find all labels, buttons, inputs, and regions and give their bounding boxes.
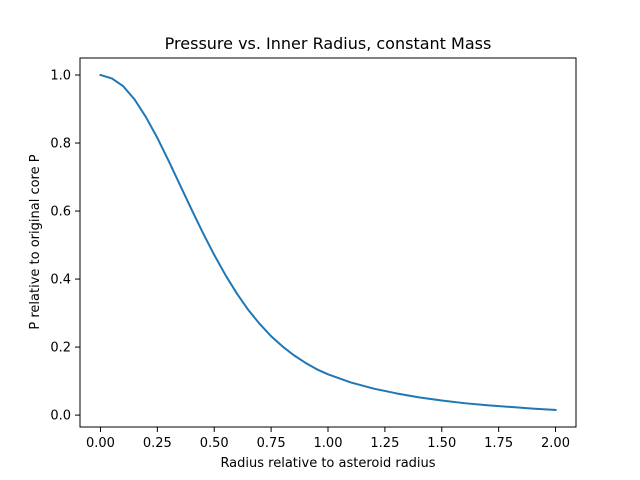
x-tick-label: 2.00	[541, 436, 570, 451]
chart-title: Pressure vs. Inner Radius, constant Mass	[165, 34, 492, 53]
y-tick-label: 0.4	[50, 273, 71, 288]
y-tick-label: 1.0	[50, 69, 71, 84]
y-axis-label: P relative to original core P	[28, 154, 43, 329]
x-tick-label: 1.00	[314, 436, 343, 451]
y-tick-label: 0.0	[50, 409, 71, 424]
y-tick-label: 0.8	[50, 137, 71, 152]
y-tick-label: 0.2	[50, 341, 71, 356]
x-tick-label: 0.75	[257, 436, 286, 451]
pressure-curve	[99, 73, 557, 412]
x-tick-label: 0.25	[143, 436, 172, 451]
axis-ticks: 0.00 0.25 0.50 0.75 1.00 1.25 1.50 1.75 2.00 0.0 0…	[50, 69, 570, 451]
x-tick-label: 0.50	[200, 436, 229, 451]
y-tick-label: 0.6	[50, 205, 71, 220]
x-tick-label: 1.50	[427, 436, 456, 451]
x-tick-label: 1.25	[370, 436, 399, 451]
plot-area-frame	[79, 57, 577, 428]
x-tick-label: 1.75	[484, 436, 513, 451]
x-axis-label: Radius relative to asteroid radius	[220, 456, 435, 471]
x-tick-label: 0.00	[86, 436, 115, 451]
